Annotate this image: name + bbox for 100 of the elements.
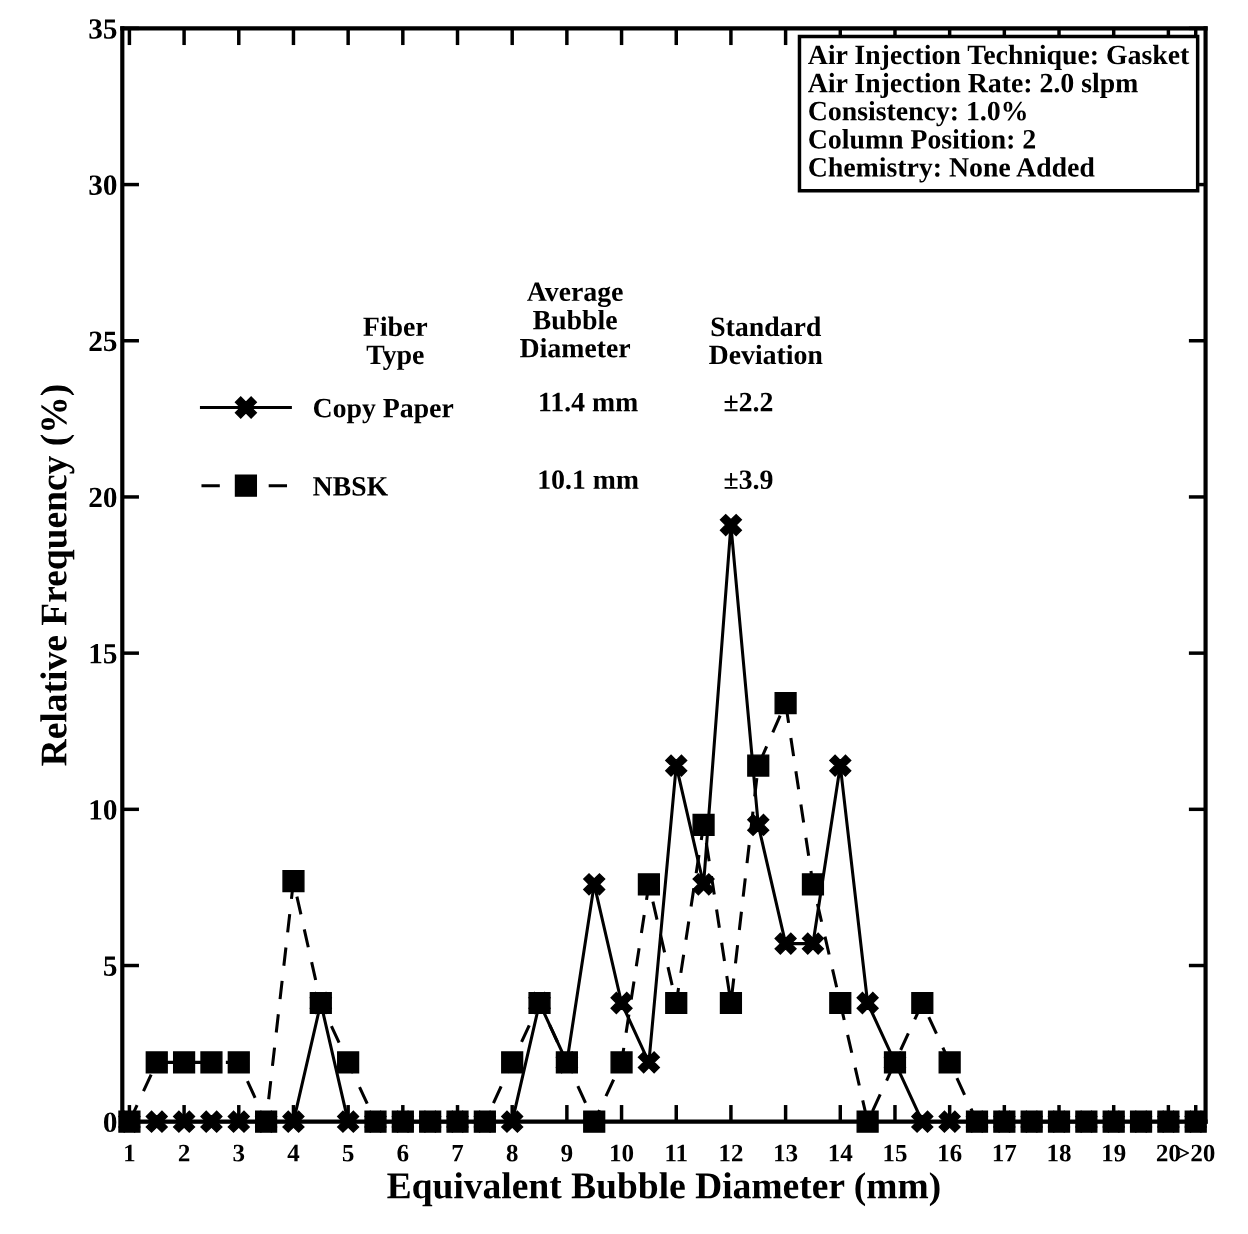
point [1157,1110,1180,1133]
y-tick-label: 20 [89,487,117,508]
point [282,870,305,893]
x-tick-label: 7 [452,1144,464,1162]
x-tick-label: 15 [884,1144,907,1162]
x-axis-title: Equivalent Bubble Diameter (mm) [387,1172,940,1207]
point [364,1110,387,1133]
point [856,1110,879,1133]
x-tick-label: 2 [178,1144,190,1162]
point [993,1110,1016,1133]
point [774,932,797,955]
x-tick-label: 5 [342,1144,354,1162]
point [391,1110,414,1133]
point [1184,1110,1207,1133]
annotation: ±3.9 [724,470,773,490]
annotation: 11.4 mm [540,392,638,412]
point [419,1110,442,1133]
point [1102,1110,1125,1133]
point [282,1110,305,1133]
x-tick-label: 19 [1103,1144,1126,1162]
x-tick-label: >20 [1177,1144,1215,1162]
point [911,991,934,1015]
point [501,1051,524,1074]
y-tick-label: 35 [89,19,117,39]
point [118,1110,141,1133]
point [610,991,633,1015]
x-tick-label: 16 [939,1144,962,1162]
y-tick-label: 25 [89,331,117,352]
point [446,1110,469,1133]
x-tick-label: 10 [611,1144,634,1162]
point [172,1110,196,1133]
annotation: ±2.2 [724,392,773,412]
point [337,1110,360,1133]
x-tick-label: 1 [125,1144,135,1162]
point [200,1051,223,1074]
legend-label: Copy Paper [313,398,454,424]
point [719,991,743,1015]
point [883,1051,907,1074]
x-tick-label: 13 [775,1144,798,1162]
y-tick-label: 0 [103,1112,117,1133]
y-axis-title: Relative Frequency (%) [40,385,75,766]
x-tick-label: 17 [993,1144,1017,1162]
x-tick-label: 9 [561,1144,573,1162]
point [911,1110,934,1133]
point [200,1110,223,1133]
x-tick-label: 8 [506,1144,518,1162]
point [145,1110,168,1133]
point [774,692,797,715]
point [172,1051,196,1074]
annotation: Average Bubble Diameter [520,282,631,358]
x-tick-label: 20 [1156,1144,1180,1162]
point [1075,1110,1098,1133]
point [583,873,606,896]
point [829,991,852,1015]
point [501,1110,524,1133]
y-tick-label: 5 [104,956,117,976]
x-tick-label: 6 [397,1144,409,1162]
point [227,1110,250,1133]
point [145,1051,168,1074]
point [583,1110,606,1133]
y-tick-label: 15 [90,644,117,664]
point [801,932,825,955]
y-tick-label: 10 [90,800,117,820]
point [856,991,879,1015]
point [938,1051,961,1074]
point [692,813,715,837]
point [801,873,825,896]
point [965,1110,989,1133]
x-tick-label: 3 [233,1144,245,1162]
annotation: Fiber Type [363,316,428,370]
y-tick-label: 30 [89,175,117,195]
point [829,754,852,777]
point [555,1051,578,1074]
x-tick-label: 18 [1048,1144,1071,1162]
point [719,513,743,537]
point [692,873,715,896]
point [528,991,551,1015]
point [255,1110,278,1133]
point [227,1051,250,1074]
point [1129,1110,1153,1133]
point [473,1110,496,1133]
legend-label: NBSK [313,477,388,496]
point [1020,1110,1043,1133]
annotation: Standard Deviation [709,316,823,365]
point [610,1051,633,1074]
point [938,1110,961,1133]
point [637,1051,661,1074]
annotation: Air Injection Technique: Gasket Air Injection Rate: 2.0 slpm Consistency: 1.0% Column Position: 2 Chemistry: None Added [808,44,1190,183]
point [665,754,688,777]
x-tick-label: 4 [287,1144,300,1162]
x-tick-label: 11 [666,1144,687,1162]
point [637,873,661,896]
point [309,991,332,1015]
annotation: 10.1 mm [539,470,639,490]
point [665,991,688,1015]
x-tick-label: 14 [829,1144,853,1162]
x-tick-label: 12 [720,1144,743,1162]
point [337,1051,360,1074]
point [1047,1110,1071,1133]
point [747,754,770,777]
